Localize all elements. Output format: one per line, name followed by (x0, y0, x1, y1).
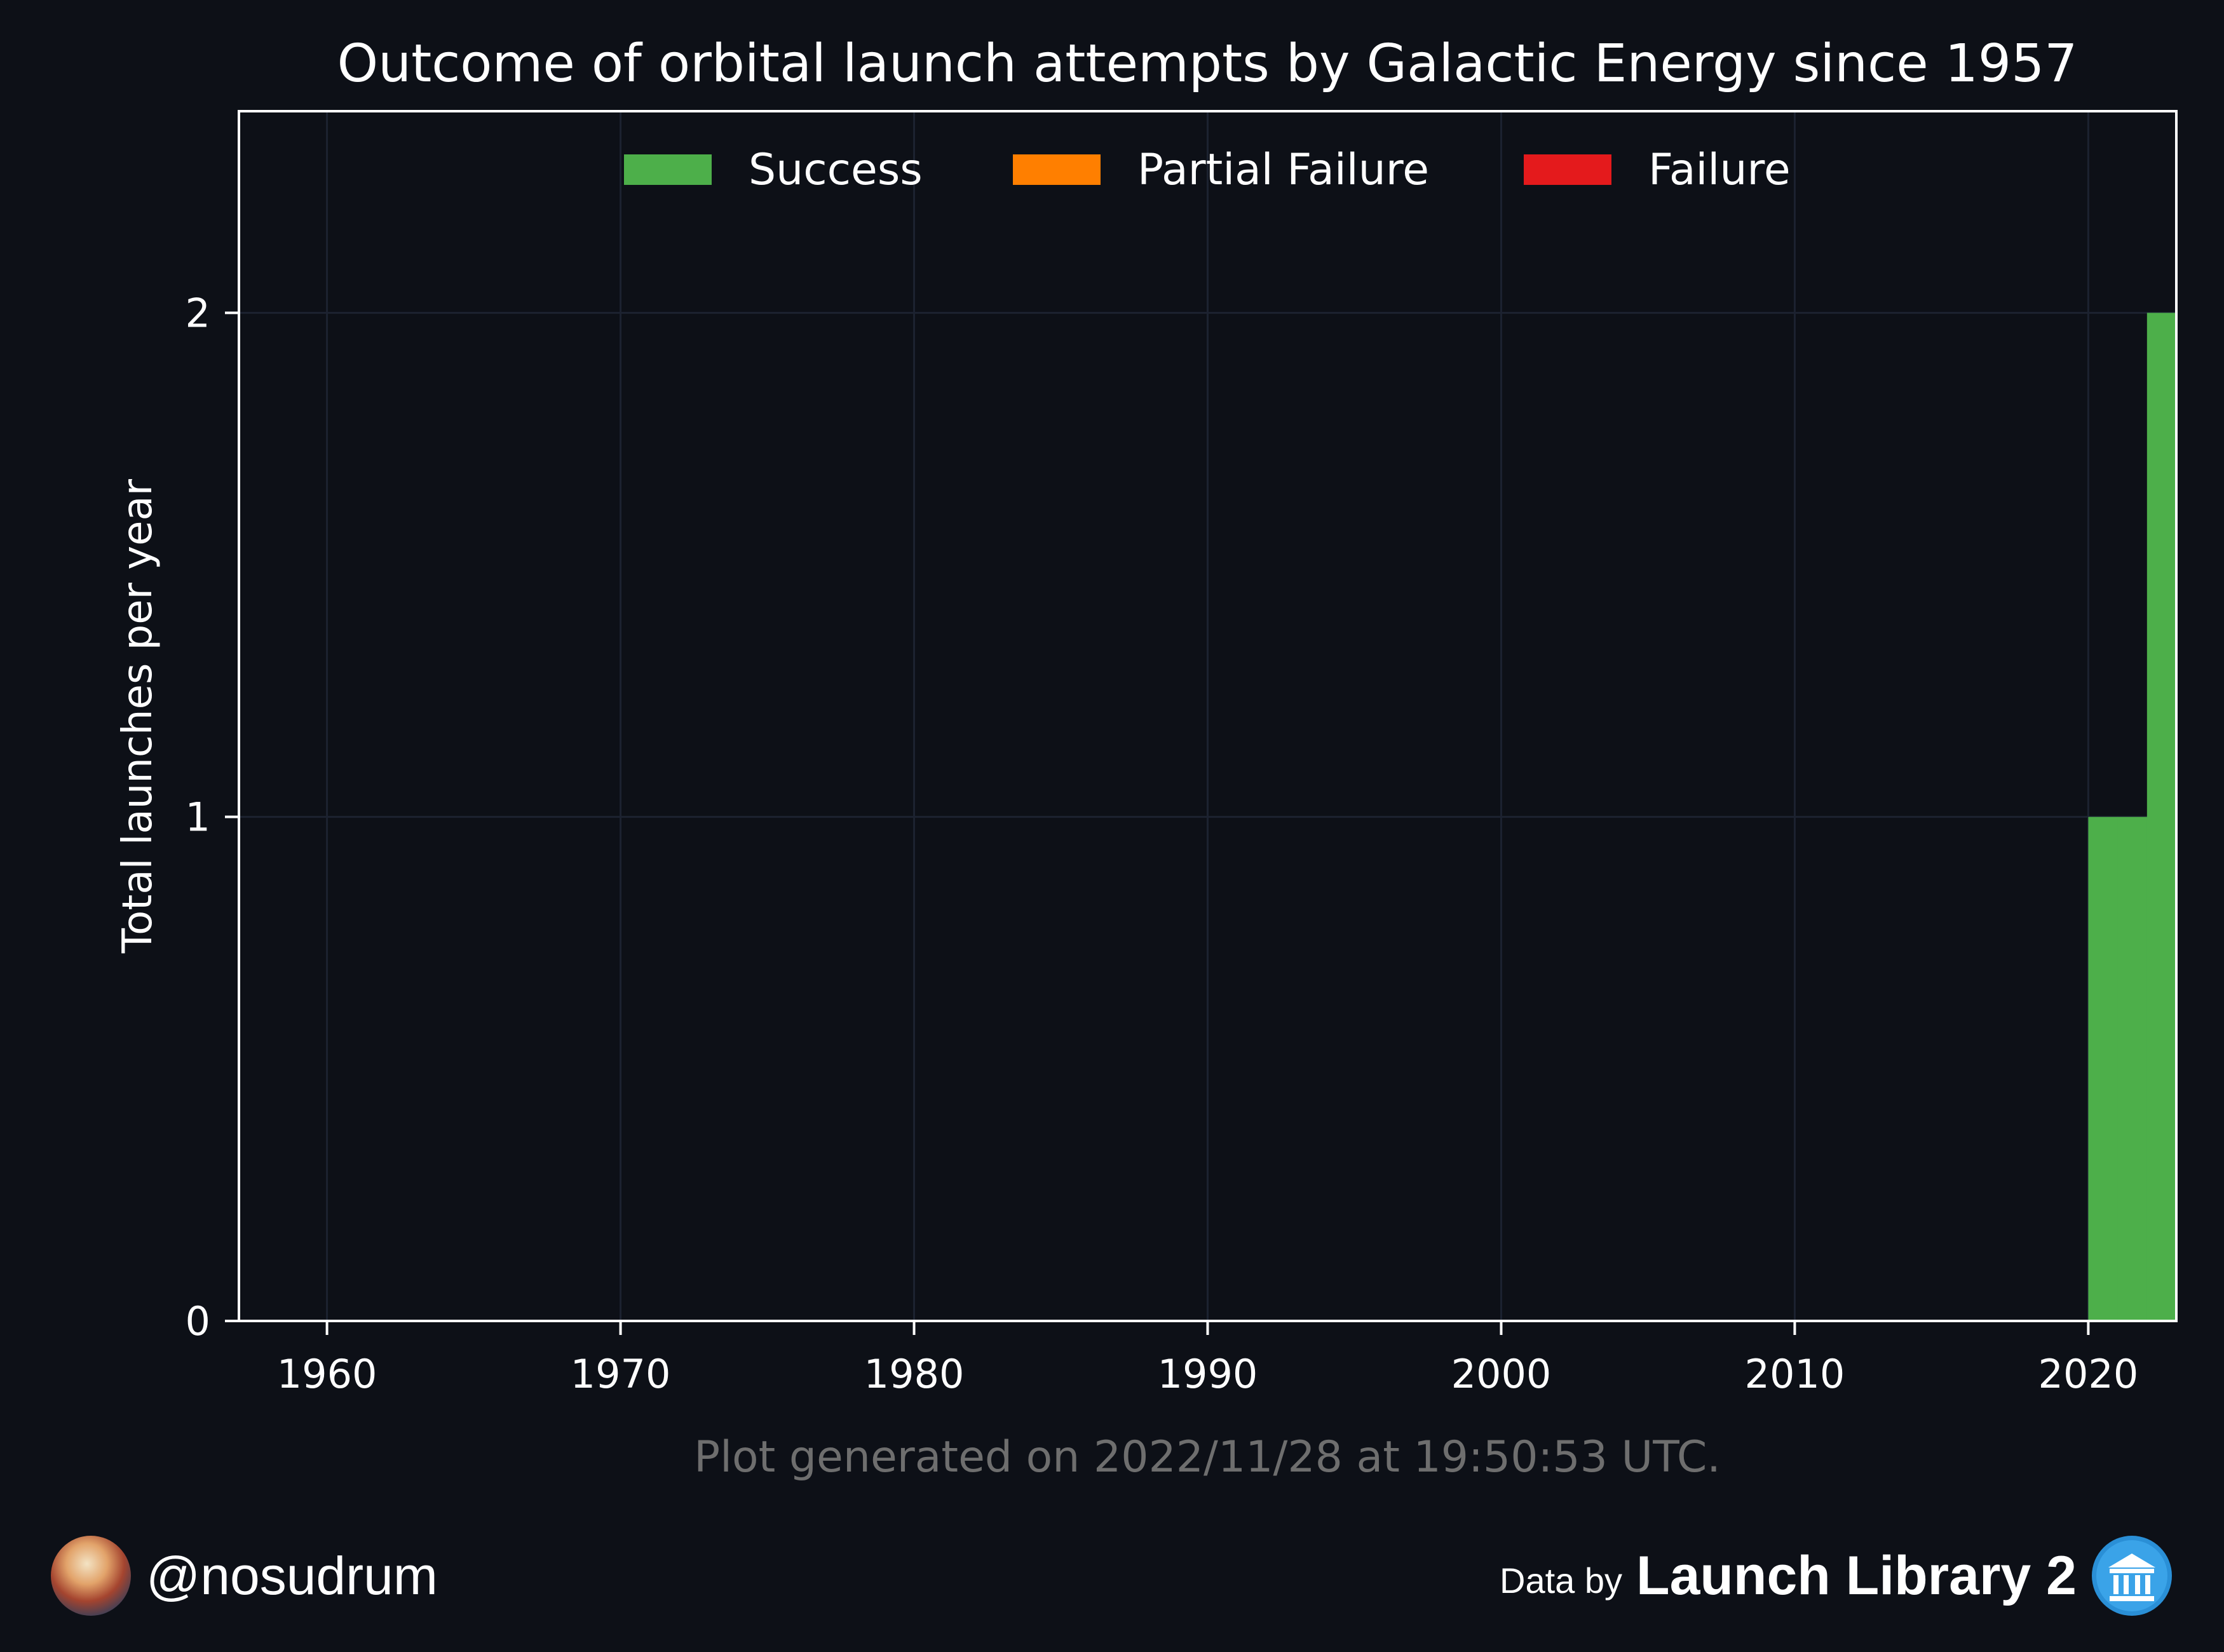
footer-author: @nosudrum (51, 1534, 438, 1617)
legend-label: Success (749, 145, 923, 195)
x-tick-label: 1980 (864, 1351, 965, 1397)
legend-swatch-failure (1524, 154, 1611, 185)
x-tick-label: 2020 (2038, 1351, 2139, 1397)
x-tick-label: 2000 (1451, 1351, 1552, 1397)
x-tick-label: 1960 (277, 1351, 377, 1397)
y-tick-label: 1 (186, 794, 210, 841)
legend: Success Partial Failure Failure (624, 145, 1791, 195)
bar-success-2022 (2146, 313, 2177, 1321)
user-avatar (51, 1536, 131, 1616)
y-tick-label: 0 (186, 1298, 210, 1344)
x-tick-label: 2010 (1745, 1351, 1845, 1397)
y-tick-label: 2 (186, 290, 210, 336)
x-axis-ticks: 1960 1970 1980 1990 2000 2010 2020 (277, 1321, 2139, 1397)
data-by-label: Data by (1500, 1560, 1623, 1601)
launch-library-logo-icon (2092, 1536, 2172, 1616)
author-handle: @nosudrum (146, 1545, 438, 1606)
bar-success-2020 (2088, 816, 2119, 1321)
y-axis-ticks: 0 1 2 (186, 290, 239, 1344)
bars (2088, 313, 2177, 1321)
chart-title: Outcome of orbital launch attempts by Ga… (337, 34, 2078, 94)
source-name: Launch Library 2 (1636, 1545, 2077, 1606)
x-tick-label: 1990 (1158, 1351, 1258, 1397)
footer-source: Data by Launch Library 2 (1500, 1534, 2173, 1617)
legend-label: Failure (1648, 145, 1791, 195)
legend-swatch-success (624, 154, 712, 185)
y-axis-label: Total launches per year (114, 478, 161, 954)
legend-swatch-partial-failure (1013, 154, 1101, 185)
generated-note: Plot generated on 2022/11/28 at 19:50:53… (694, 1432, 1721, 1482)
x-tick-label: 1970 (571, 1351, 671, 1397)
bar-success-2021 (2117, 816, 2148, 1321)
legend-label: Partial Failure (1137, 145, 1429, 195)
